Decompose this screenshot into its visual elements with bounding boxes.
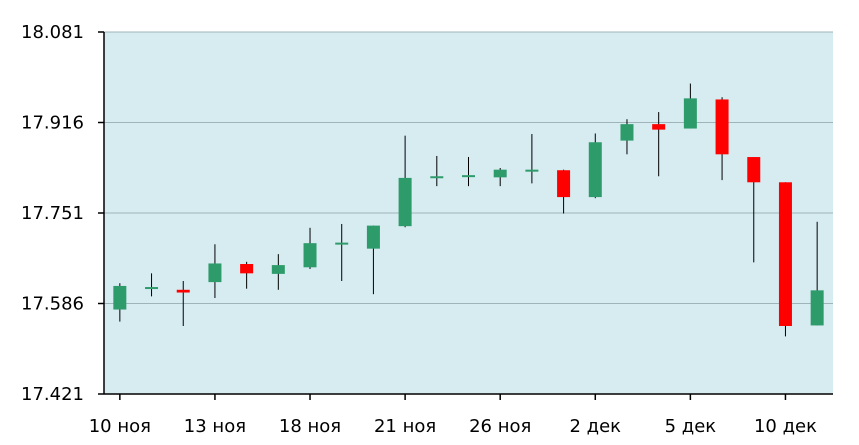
candles	[113, 83, 824, 337]
candle-body	[588, 142, 602, 198]
x-tick-label: 21 ноя	[374, 416, 436, 437]
candle-body	[493, 169, 507, 178]
x-tick-label: 5 дек	[665, 416, 717, 437]
candle-body	[176, 289, 190, 293]
candle-body	[145, 287, 159, 290]
candle-body	[747, 157, 761, 183]
x-tick-label: 13 ноя	[184, 416, 246, 437]
candle-body	[778, 182, 792, 326]
candle-body	[113, 285, 127, 310]
axes	[98, 31, 833, 400]
candle-body	[525, 169, 539, 172]
candle-body	[303, 243, 317, 268]
y-tick-label: 17.586	[21, 294, 84, 315]
candle-body	[683, 98, 697, 129]
y-tick-label: 18.081	[21, 22, 84, 43]
candle-body	[620, 124, 634, 141]
y-axis-tick-labels: 18.081 17.916 17.751 17.586 17.421	[21, 22, 84, 405]
x-tick-label: 10 ноя	[89, 416, 151, 437]
candle-body	[810, 290, 824, 326]
x-tick-label: 10 дек	[754, 416, 817, 437]
candle-body	[557, 170, 571, 198]
candle-body	[430, 176, 444, 179]
candle-body	[652, 124, 666, 130]
candle-body	[715, 99, 729, 155]
candle-body	[335, 242, 349, 245]
x-tick-label: 18 ноя	[279, 416, 341, 437]
candle-body	[366, 225, 380, 249]
x-tick-label: 26 ноя	[469, 416, 531, 437]
candle-body	[240, 264, 254, 274]
x-axis-tick-labels: 10 ноя 13 ноя 18 ноя 21 ноя 26 ноя 2 дек 5 дек…	[89, 416, 817, 437]
y-tick-label: 17.421	[21, 384, 84, 405]
y-tick-label: 17.751	[21, 203, 84, 224]
candle-body	[462, 175, 475, 178]
x-tick-label: 2 дек	[569, 416, 621, 437]
candle-body	[398, 177, 412, 227]
candle-body	[271, 265, 285, 274]
y-tick-label: 17.916	[21, 113, 84, 134]
gridlines	[104, 31, 833, 304]
candle-body	[208, 263, 222, 283]
